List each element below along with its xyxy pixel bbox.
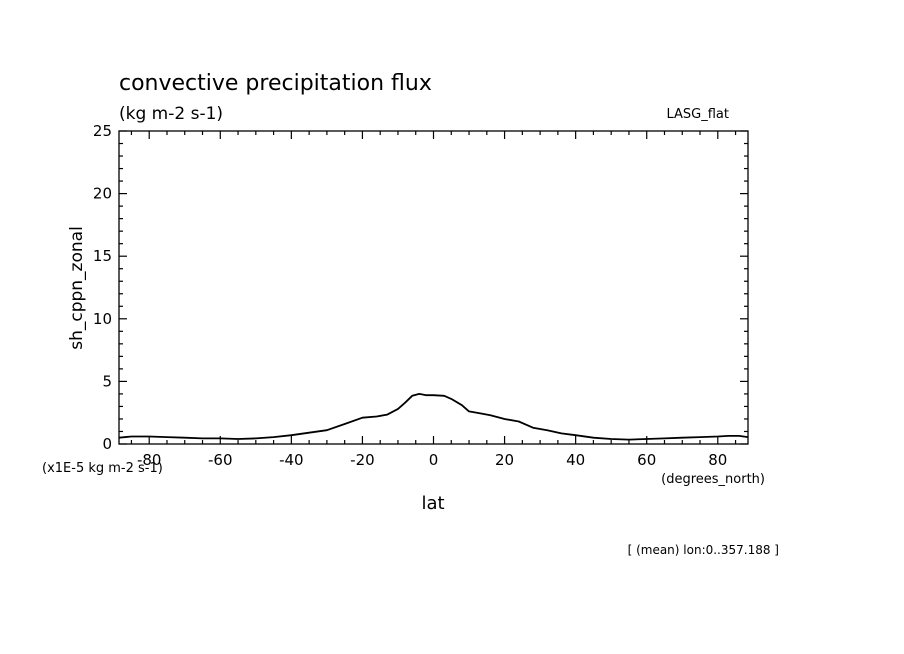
x-tick-label: -40 — [279, 451, 304, 469]
y-tick-label: 0 — [102, 435, 112, 453]
y-tick-label: 5 — [102, 372, 112, 390]
x-tick-label: 20 — [495, 451, 514, 469]
x-axis-units: (degrees_north) — [661, 472, 765, 487]
x-axis-label: lat — [421, 493, 444, 514]
chart-subtitle: (kg m-2 s-1) — [119, 104, 223, 124]
y-axis-units: (x1E-5 kg m-2 s-1) — [42, 461, 163, 476]
y-axis-label: sh_cppn_zonal — [67, 226, 87, 350]
x-tick-label: -60 — [208, 451, 233, 469]
footnote: [ (mean) lon:0..357.188 ] — [628, 543, 779, 557]
y-tick-label: 20 — [93, 185, 112, 203]
x-tick-label: 80 — [708, 451, 727, 469]
y-axis-label-text: sh_cppn_zonal — [67, 226, 87, 350]
plot-frame — [118, 130, 749, 445]
axis-ticks — [119, 130, 748, 445]
x-tick-label: 60 — [637, 451, 656, 469]
x-tick-label: 40 — [566, 451, 585, 469]
series-line-cppn-zonal — [118, 393, 749, 441]
axis-tick-labels: -80 -60 -40 -20 0 20 40 60 80 0 5 10 15 20 25 — [93, 122, 727, 469]
x-tick-label: -80 — [137, 451, 162, 469]
chart-title: convective precipitation flux — [119, 71, 432, 96]
y-tick-label: 25 — [93, 122, 112, 140]
x-tick-label: 0 — [429, 451, 439, 469]
y-tick-label: 15 — [93, 247, 112, 265]
y-tick-label: 10 — [93, 310, 112, 328]
x-tick-label: -20 — [350, 451, 375, 469]
dataset-label: LASG_flat — [666, 107, 729, 122]
